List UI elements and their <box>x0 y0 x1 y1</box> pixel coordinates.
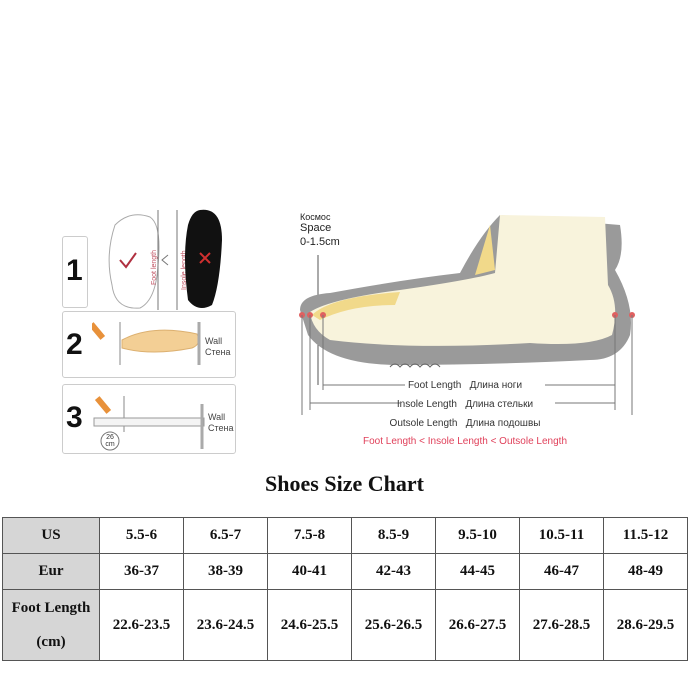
table-cell: 42-43 <box>351 553 436 590</box>
insole-length-en: Insole Length <box>396 399 457 410</box>
table-cell: 24.6-25.5 <box>267 589 352 661</box>
table-row-eur: Eur 36-37 38-39 40-41 42-43 44-45 46-47 … <box>2 553 688 590</box>
insole-length-ru: Длина стельки <box>465 399 534 410</box>
table-cell: 44-45 <box>435 553 520 590</box>
wall-label-ru: Стена <box>205 347 231 357</box>
foot-length-en: Foot Length <box>407 380 462 391</box>
outsole-length-en: Outsole Length <box>389 418 458 429</box>
wall-label-en-2: Wall <box>208 412 226 422</box>
row-header-us: US <box>2 517 100 554</box>
row-header-foot-length-label: Foot Length <box>11 600 91 616</box>
ruler-measure-illustration <box>93 396 205 451</box>
table-cell: 46-47 <box>519 553 604 590</box>
table-cell: 38-39 <box>183 553 268 590</box>
table-cell: 5.5-6 <box>99 517 184 554</box>
step-3-number: 3 <box>66 401 83 434</box>
table-cell: 40-41 <box>267 553 352 590</box>
space-label-en: Space <box>300 222 332 234</box>
table-cell: 27.6-28.5 <box>519 589 604 661</box>
table-cell: 36-37 <box>99 553 184 590</box>
row-header-eur: Eur <box>2 553 100 590</box>
foot-against-wall-illustration <box>92 322 201 365</box>
size-chart-table: US 5.5-6 6.5-7 7.5-8 8.5-9 9.5-10 10.5-1… <box>2 517 688 661</box>
step-1-number: 1 <box>66 254 83 287</box>
table-cell: 28.6-29.5 <box>603 589 688 661</box>
table-row-us: US 5.5-6 6.5-7 7.5-8 8.5-9 9.5-10 10.5-1… <box>2 517 688 554</box>
row-header-foot-length-unit: (cm) <box>36 634 66 650</box>
step-1-panel <box>62 236 88 308</box>
table-row-foot-length: Foot Length (cm) 22.6-23.5 23.6-24.5 24.… <box>2 589 688 661</box>
outsole-length-ru: Длина подошвы <box>465 418 541 429</box>
step-2-number: 2 <box>66 328 83 361</box>
table-cell: 23.6-24.5 <box>183 589 268 661</box>
ruler-reading: 26 <box>106 434 114 441</box>
length-relation-note: Foot Length < Insole Length < Outsole Le… <box>362 436 568 447</box>
space-range: 0-1.5cm <box>300 236 340 248</box>
wall-label-en: Wall <box>205 336 223 346</box>
foot-and-insole-illustration: Foot length Insole length <box>108 209 222 310</box>
table-cell: 25.6-26.5 <box>351 589 436 661</box>
table-cell: 7.5-8 <box>267 517 352 554</box>
table-cell: 48-49 <box>603 553 688 590</box>
table-cell: 22.6-23.5 <box>99 589 184 661</box>
space-label-ru: Космос <box>300 212 331 222</box>
table-cell: 10.5-11 <box>519 517 604 554</box>
table-cell: 8.5-9 <box>351 517 436 554</box>
table-cell: 26.6-27.5 <box>435 589 520 661</box>
ruler-unit: cm <box>105 441 115 448</box>
foot-length-ru: Длина ноги <box>469 380 523 391</box>
table-cell: 11.5-12 <box>603 517 688 554</box>
table-cell: 6.5-7 <box>183 517 268 554</box>
shoe-cross-section-illustration <box>299 215 635 415</box>
wall-label-ru-2: Стена <box>208 423 234 433</box>
foot-length-vertical-label: Foot length <box>151 250 158 285</box>
table-cell: 9.5-10 <box>435 517 520 554</box>
chart-title: Shoes Size Chart <box>265 471 424 496</box>
row-header-foot-length: Foot Length (cm) <box>2 589 100 661</box>
insole-length-vertical-label: Insole length <box>181 250 188 290</box>
